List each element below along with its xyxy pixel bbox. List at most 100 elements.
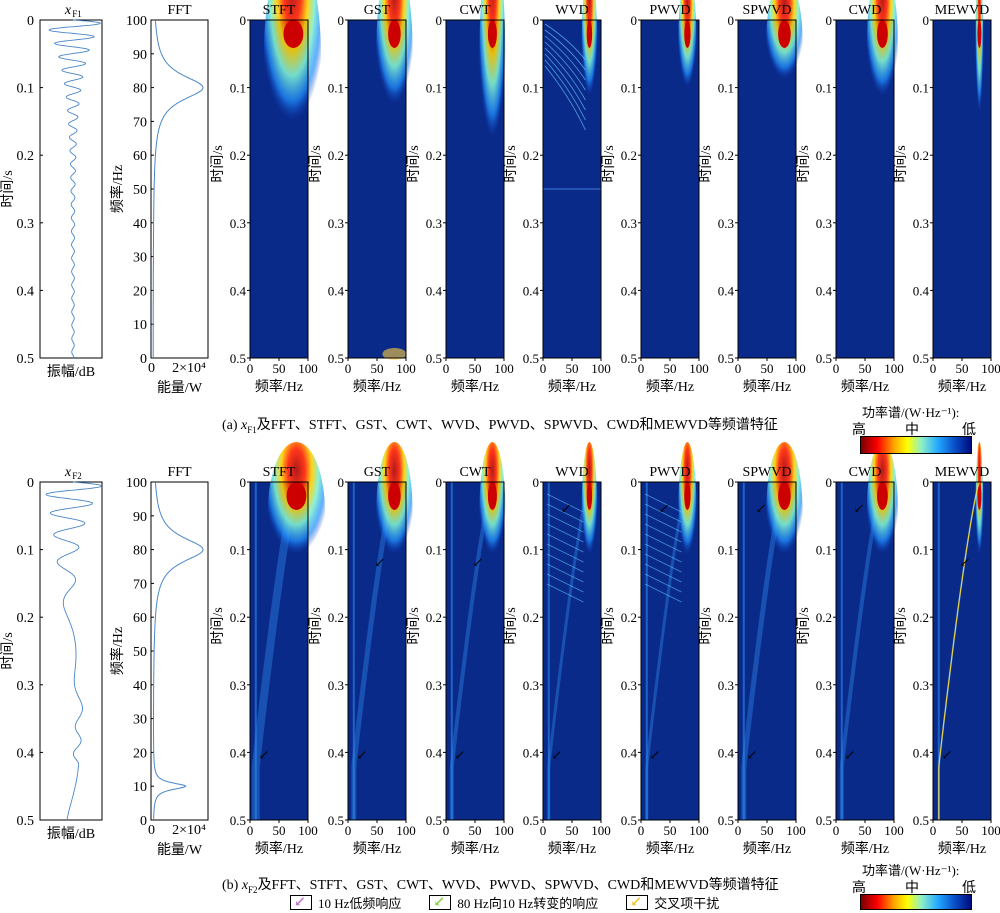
spec-xtick-label-b-4-2: 100 [689,823,709,838]
spectrum-peak-b-cwd [877,482,888,510]
spec-xlabel-b-2: 频率/Hz [451,840,499,857]
spec-ytick-label-a-7-0: 0 [923,13,930,28]
spec-xtick-label-b-4-1: 50 [664,823,677,838]
spec-xtick-label-a-4-1: 50 [664,361,677,376]
arrow-lowfreq-b-pwvd: ↙ [650,747,661,762]
fft-ytick-label-b-5: 50 [133,645,147,660]
colorbar-a-title: 功率谱/(W·Hz⁻¹): [862,405,960,420]
fft-ytick-label-a-7: 70 [133,115,147,130]
spec-ytick-label-b-1-2: 0.2 [328,610,344,625]
signal-ytick-label-b-2: 0.2 [17,611,35,626]
fft-title-a: FFT [167,3,192,18]
spec-xlabel-a-6: 频率/Hz [841,378,889,395]
cross-term-b-pwvd-8 [644,573,682,593]
spectrum-peak-a-mewvd [977,20,982,48]
spec-ytick-label-b-5-1: 0.1 [718,543,734,558]
spec-ytick-label-a-6-3: 0.3 [816,216,832,231]
cross-term-b-wvd-4 [546,533,584,553]
arrow-lowfreq-b-gst: ↙ [357,747,368,762]
spec-xtick-label-b-1-2: 100 [396,823,416,838]
spec-xtick-label-b-1-0: 0 [345,823,352,838]
spec-ylabel-a-4: 时间/s [601,145,617,182]
arrow-lowfreq-b-wvd: ↙ [552,747,563,762]
arrow-lowfreq-b-mewvd: ↙ [942,747,953,762]
spectrum-panel-b-gst: ↙↙ [347,442,413,821]
arrow-lowfreq-b-stft: ↙ [259,747,270,762]
spec-ylabel-b-7: 时间/s [893,607,909,644]
spec-ytick-label-a-2-3: 0.3 [426,216,442,231]
spec-xtick-label-b-4-0: 0 [638,823,645,838]
spec-xlabel-b-4: 频率/Hz [646,840,694,857]
spec-ytick-label-b-3-0: 0 [533,475,540,490]
spectrum-panel-b-stft: ↙ [249,442,325,821]
cross-term-b-pwvd-7 [644,563,682,583]
spec-ytick-label-a-3-5: 0.5 [523,351,539,366]
spec-ytick-label-b-6-2: 0.2 [816,610,832,625]
cross-term-b-pwvd-9 [644,583,682,603]
fft-curve-a [152,19,204,358]
spectrum-title-b-gst: GST [364,465,391,480]
spectrum-energy-a-spwvd [766,0,803,104]
fft-ylabel-a: 频率/Hz [109,165,126,213]
spectrum-energy-a-mewvd [975,0,984,152]
spec-ylabel-b-2: 时间/s [406,607,422,644]
fft-ytick-label-a-0: 0 [140,352,147,367]
spectrum-title-b-mewvd: MEWVD [935,465,989,480]
signal-ytick-label-b-4: 0.4 [17,746,35,761]
signal-title-a: x [64,3,72,18]
spec-ytick-label-a-4-3: 0.3 [621,216,637,231]
wvd-cross-term-a-3 [544,41,586,91]
cross-term-b-wvd-8 [546,573,584,593]
legend-label-cross-term: 交叉项干扰 [654,896,720,911]
spectrum-panel-b-spwvd: ↙↙ [737,442,803,821]
spec-ytick-label-b-7-0: 0 [923,475,930,490]
spectrum-title-a-stft: STFT [263,3,296,18]
signal-ytick-label-a-5: 0.5 [17,352,35,367]
spec-xtick-label-b-3-2: 100 [591,823,611,838]
spec-ytick-label-b-3-4: 0.4 [523,745,540,760]
cross-term-b-wvd-0 [546,493,584,513]
spec-ytick-label-b-4-4: 0.4 [621,745,638,760]
spectrum-title-b-spwvd: SPWVD [742,465,791,480]
colorbar-b-label-high: 高 [852,881,866,896]
fft-xtick-zero-a: 0 [148,361,155,376]
spec-ylabel-b-6: 时间/s [796,607,812,644]
arrow-transition-b-mewvd: ↙ [959,555,970,570]
caption-b-signal: x [241,878,249,893]
spec-ytick-label-b-3-5: 0.5 [523,813,539,828]
spec-xlabel-a-1: 频率/Hz [353,378,401,395]
fft-ytick-label-a-2: 20 [133,284,147,299]
legend: ↙ 10 Hz低频响应 ↙ 80 Hz向10 Hz转变的响应 ↙ 交叉项干扰 [290,893,747,912]
spec-xlabel-a-4: 频率/Hz [646,378,694,395]
spec-ytick-label-b-0-1: 0.1 [230,543,246,558]
spec-ylabel-a-0: 时间/s [210,145,226,182]
signal-ytick-label-b-5: 0.5 [17,814,35,829]
signal-ytick-label-a-2: 0.2 [17,149,35,164]
spec-ytick-label-a-1-2: 0.2 [328,148,344,163]
spectrum-panel-b-cwt: ↙↙ [445,442,506,821]
spectrum-title-b-cwd: CWD [849,465,882,480]
spec-ytick-label-a-7-5: 0.5 [913,351,929,366]
spec-ylabel-b-5: 时间/s [698,607,714,644]
spectrum-peak-a-wvd [586,20,593,48]
spec-ytick-label-a-4-2: 0.2 [621,148,637,163]
mewvd-ridge-b [938,481,980,820]
signal-ylabel-a: 时间/s [0,170,16,207]
fft-ytick-label-a-8: 80 [133,82,147,97]
signal-ytick-label-b-1: 0.1 [17,544,35,559]
caption-b-prefix: (b) [222,878,242,893]
spec-xtick-label-a-7-2: 100 [981,361,1000,376]
spectrum-energy-b-gst [376,442,413,582]
wvd-cross-term-a-1 [544,29,586,71]
spec-xlabel-a-0: 频率/Hz [255,378,303,395]
spec-ytick-label-b-4-3: 0.3 [621,678,637,693]
cross-term-b-wvd-3 [546,523,584,543]
spec-ytick-label-a-4-4: 0.4 [621,283,638,298]
legend-item-transition: ↙ 80 Hz向10 Hz转变的响应 [429,893,598,912]
spectrum-panel-a-stft [249,0,321,359]
cross-term-b-pwvd-1 [644,503,682,523]
spec-xtick-label-a-0-0: 0 [247,361,254,376]
spectrum-title-a-mewvd: MEWVD [935,3,989,18]
wvd-cross-term-a-4 [544,47,586,101]
